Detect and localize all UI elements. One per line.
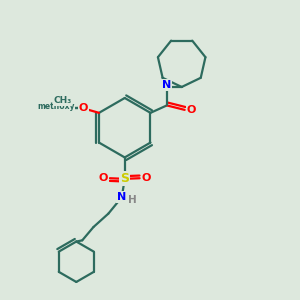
Text: O: O [99, 173, 108, 183]
Text: H: H [128, 195, 136, 205]
Text: O: O [187, 105, 196, 115]
Text: N: N [117, 192, 126, 202]
Text: O: O [79, 103, 88, 113]
Text: methoxy: methoxy [37, 102, 75, 111]
Text: CH₃: CH₃ [54, 97, 72, 106]
Text: O: O [141, 173, 151, 183]
Text: S: S [120, 172, 129, 185]
Text: N: N [162, 80, 171, 90]
